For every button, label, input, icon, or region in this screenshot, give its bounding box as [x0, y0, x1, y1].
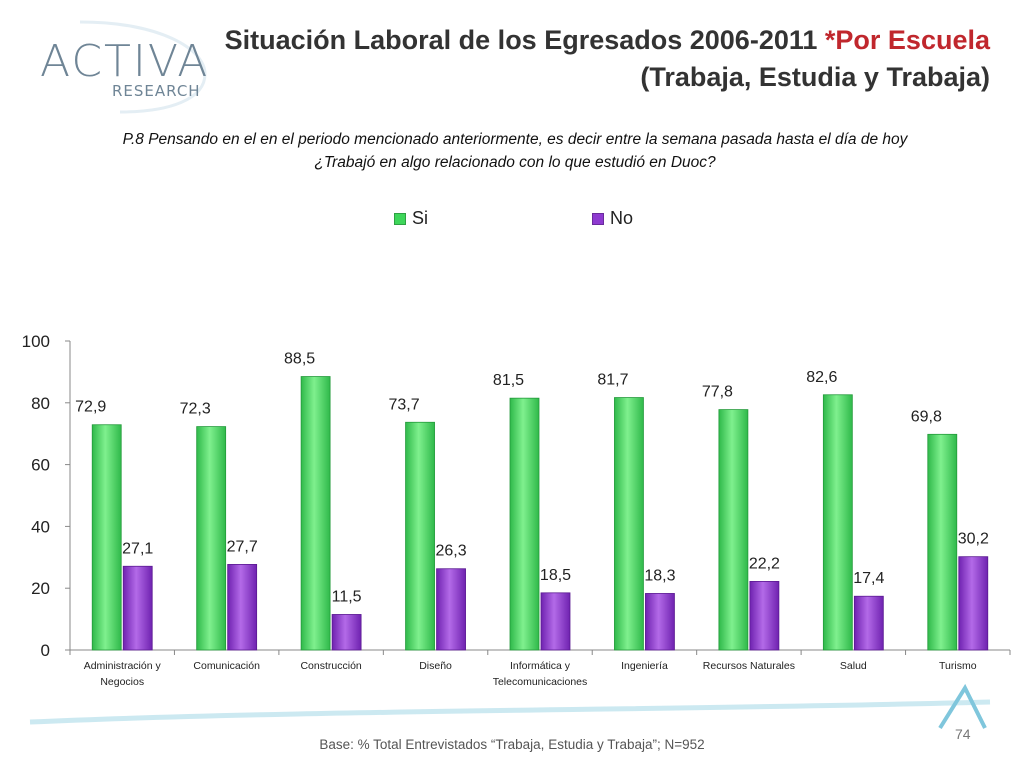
- data-label: 27,7: [227, 538, 258, 555]
- data-label: 11,5: [332, 588, 362, 605]
- bar-si: [928, 434, 957, 650]
- data-label: 26,3: [435, 543, 466, 560]
- data-label: 72,3: [180, 401, 211, 418]
- data-label: 73,7: [388, 396, 419, 413]
- bar-chart: 02040608010072,927,1Administración yNego…: [0, 0, 1024, 768]
- bar-si: [510, 398, 539, 650]
- data-label: 72,9: [75, 399, 106, 416]
- footer-base-note: Base: % Total Entrevistados “Trabaja, Es…: [0, 737, 1024, 752]
- x-tick-label: Turismo: [939, 660, 977, 672]
- x-tick-label: Diseño: [419, 660, 452, 672]
- data-label: 27,1: [122, 540, 153, 557]
- bar-si: [92, 425, 121, 650]
- bar-no: [332, 614, 361, 650]
- bar-no: [228, 564, 257, 650]
- y-tick-label: 20: [31, 579, 50, 598]
- x-tick-label: Recursos Naturales: [703, 660, 795, 672]
- data-label: 30,2: [958, 531, 989, 548]
- data-label: 88,5: [284, 351, 315, 368]
- data-label: 81,7: [597, 372, 628, 389]
- bar-no: [854, 596, 883, 650]
- x-tick-label: Informática y: [510, 660, 571, 672]
- x-tick-label: Administración y: [84, 660, 162, 672]
- bar-si: [197, 427, 226, 650]
- data-label: 81,5: [493, 372, 524, 389]
- data-label: 18,5: [540, 567, 571, 584]
- y-tick-label: 100: [22, 332, 50, 351]
- x-tick-label: Comunicación: [193, 660, 260, 672]
- data-label: 22,2: [749, 555, 780, 572]
- y-tick-label: 60: [31, 456, 50, 475]
- bar-no: [123, 566, 152, 650]
- bar-si: [614, 398, 643, 650]
- x-tick-label: Ingeniería: [621, 660, 668, 672]
- bar-si: [406, 422, 435, 650]
- y-tick-label: 0: [41, 641, 50, 660]
- y-tick-label: 80: [31, 394, 50, 413]
- page-number: 74: [955, 726, 971, 742]
- bar-no: [437, 569, 466, 650]
- x-tick-label: Salud: [840, 660, 867, 672]
- footer-swoosh: [0, 680, 1024, 768]
- data-label: 17,4: [853, 570, 884, 587]
- data-label: 18,3: [644, 567, 675, 584]
- bar-no: [750, 581, 779, 650]
- x-tick-label: Construcción: [300, 660, 361, 672]
- data-label: 77,8: [702, 384, 733, 401]
- data-label: 69,8: [911, 408, 942, 425]
- data-label: 82,6: [806, 369, 837, 386]
- bar-no: [645, 593, 674, 650]
- bar-si: [719, 410, 748, 650]
- y-tick-label: 40: [31, 517, 50, 536]
- bar-si: [823, 395, 852, 650]
- bar-si: [301, 377, 330, 650]
- bar-no: [959, 557, 988, 650]
- bar-no: [541, 593, 570, 650]
